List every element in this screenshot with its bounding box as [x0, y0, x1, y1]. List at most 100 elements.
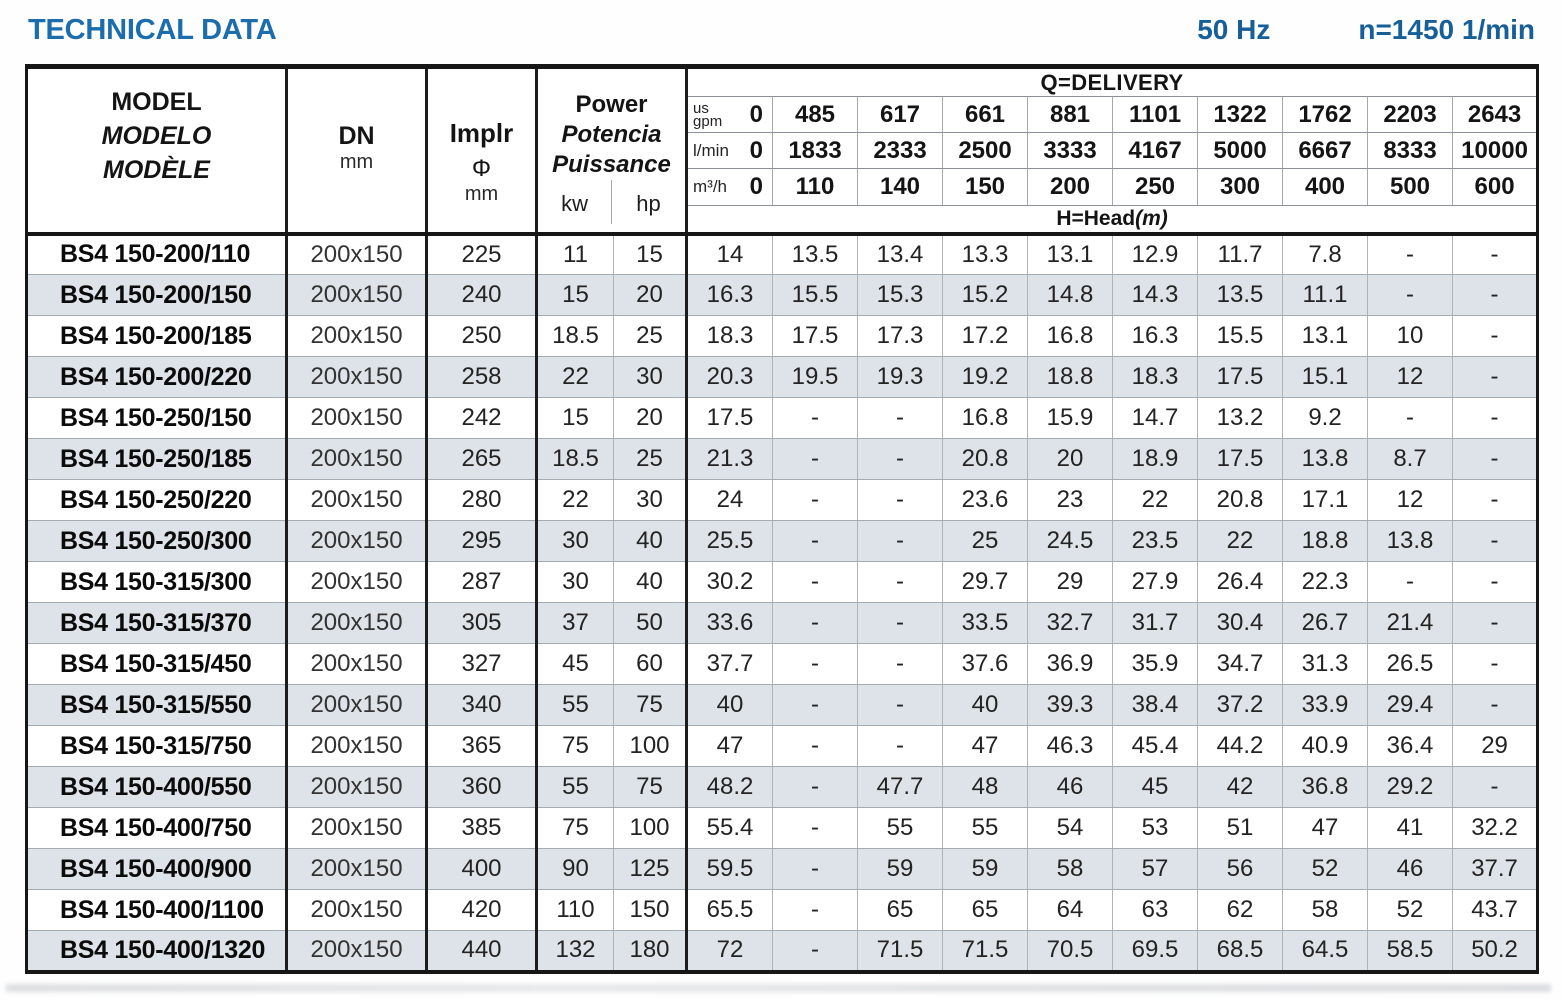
- head-value-cell: 40: [686, 684, 774, 726]
- head-value-cell: 15.1: [1282, 356, 1369, 398]
- head-value-cell: 30.4: [1197, 602, 1284, 644]
- head-value-cell: 14: [686, 233, 774, 275]
- power-header-en: Power: [575, 90, 648, 118]
- head-value-cell: 62: [1197, 889, 1284, 931]
- dn-header-unit: mm: [339, 150, 374, 173]
- head-value-cell: 27.9: [1112, 561, 1199, 603]
- usgpm-line2: gpm: [693, 112, 723, 130]
- dn-cell: 200x150: [286, 848, 428, 890]
- power-hp-cell: 150: [613, 889, 689, 931]
- speed-label: n=1450 1/min: [1358, 14, 1535, 45]
- head-value-cell: 13.4: [857, 233, 944, 275]
- impeller-cell: 242: [426, 397, 538, 439]
- head-value-cell: 17.5: [686, 397, 774, 439]
- head-value-cell: 36.9: [1027, 643, 1114, 685]
- power-hp-cell: 15: [613, 233, 689, 275]
- delivery-value-cell: 250: [1112, 168, 1199, 206]
- dn-cell: 200x150: [286, 766, 428, 808]
- table-row: BS4 150-200/185 200x150 250 18.5 25 18.3 17.5 1…: [26, 315, 1538, 357]
- head-value-cell: 52: [1367, 889, 1454, 931]
- head-value-cell: 58.5: [1367, 930, 1454, 972]
- head-value-cell: -: [772, 561, 859, 603]
- model-cell: BS4 150-400/750: [26, 807, 288, 849]
- head-value-cell: 39.3: [1027, 684, 1114, 726]
- power-header-es: Potencia: [561, 120, 662, 148]
- model-cell: BS4 150-315/550: [26, 684, 288, 726]
- head-value-cell: 59.5: [686, 848, 774, 890]
- head-value-cell: 32.2: [1452, 807, 1538, 849]
- head-value-cell: -: [1367, 233, 1454, 275]
- model-cell: BS4 150-315/450: [26, 643, 288, 685]
- impeller-cell: 305: [426, 602, 538, 644]
- delivery-value-cell: 2643: [1452, 96, 1538, 133]
- technical-data-table: MODEL MODELO MODÈLE DN mm Implr Φ mm: [25, 64, 1540, 974]
- dn-cell: 200x150: [286, 356, 428, 398]
- head-value-cell: 56: [1197, 848, 1284, 890]
- head-value-cell: -: [772, 766, 859, 808]
- head-value-cell: -: [857, 561, 944, 603]
- head-label: H=Head: [1056, 206, 1136, 230]
- delivery-value-cell: 600: [1452, 168, 1538, 206]
- head-value-cell: 72: [686, 930, 774, 972]
- table-row: BS4 150-400/550 200x150 360 55 75 48.2-47.7 48…: [26, 766, 1538, 808]
- head-value-cell: 23: [1027, 479, 1114, 521]
- head-value-cell: 50.2: [1471, 936, 1518, 964]
- power-kw-cell: 18.5: [536, 438, 614, 480]
- delivery-unit-m3h: m³/h 0: [686, 168, 774, 206]
- model-cell: BS4 150-250/300: [26, 520, 288, 562]
- head-value-cell: 33.6: [686, 602, 774, 644]
- head-value-cell: 37.6: [942, 643, 1029, 685]
- head-value-cell: 13.5: [1197, 274, 1284, 316]
- head-value-cell: 42: [1197, 766, 1284, 808]
- power-hp-cell: 40: [613, 520, 689, 562]
- head-value-cell: 36.8: [1282, 766, 1369, 808]
- head-value-cell: 65: [942, 889, 1029, 931]
- power-hp-cell: 75: [613, 684, 689, 726]
- head-value-cell: 19.3: [857, 356, 944, 398]
- head-value-cell: 14.7: [1112, 397, 1199, 439]
- head-value-cell: 15.9: [1027, 397, 1114, 439]
- head-value-cell: 17.5: [772, 315, 859, 357]
- head-value-cell: 30.2: [686, 561, 774, 603]
- impeller-cell: 385: [426, 807, 538, 849]
- head-value-cell: 10: [1367, 315, 1454, 357]
- model-cell: BS4 150-250/150: [26, 397, 288, 439]
- head-value-cell: 16.3: [686, 274, 774, 316]
- power-hp-cell: 125: [613, 848, 689, 890]
- head-value-cell: -: [1452, 684, 1538, 726]
- head-value-cell: 25: [942, 520, 1029, 562]
- head-value-cell: 41: [1367, 807, 1454, 849]
- table-header: MODEL MODELO MODÈLE DN mm Implr Φ mm: [26, 66, 1538, 234]
- head-value-cell: 59: [942, 848, 1029, 890]
- m3h-label: m³/h: [693, 177, 728, 196]
- delivery-value-cell: 4167: [1112, 132, 1199, 169]
- head-value-cell: 33.9: [1282, 684, 1369, 726]
- head-value-cell: 13.1: [1282, 315, 1369, 357]
- power-hp-cell: 30: [613, 479, 689, 521]
- m3h-zero-value: 0: [749, 173, 764, 200]
- model-cell: BS4 150-250/220: [26, 479, 288, 521]
- power-unit-kw: kw: [561, 190, 588, 216]
- head-value-cell: 29.2: [1367, 766, 1454, 808]
- head-value-cell: 18.3: [686, 315, 774, 357]
- model-cell: BS4 150-400/1320: [26, 930, 288, 972]
- head-value-cell: 17.5: [1197, 356, 1284, 398]
- head-value-cell: -: [772, 520, 859, 562]
- delivery-value-cell: 6667: [1282, 132, 1369, 169]
- delivery-unit-usgpm: us gpm 0: [686, 96, 774, 133]
- impeller-cell: 225: [426, 233, 538, 275]
- usgpm-zero-value: 0: [749, 100, 764, 128]
- delivery-value-cell: 10000: [1452, 132, 1538, 169]
- delivery-value-cell: 140: [857, 168, 944, 206]
- power-hp-cell: 20: [613, 397, 689, 439]
- head-value-cell: 11.1: [1282, 274, 1369, 316]
- power-kw-cell: 30: [536, 520, 614, 562]
- head-value-cell: -: [1452, 233, 1538, 275]
- dn-cell: 200x150: [286, 684, 428, 726]
- table-row: BS4 150-250/300 200x150 295 30 40 25.5- -25 24.…: [26, 520, 1538, 562]
- head-value-cell: 33.5: [942, 602, 1029, 644]
- head-value-cell: 16.3: [1112, 315, 1199, 357]
- table-row: BS4 150-400/900 200x150 400 90 125 59.5-59 59 5…: [26, 848, 1538, 890]
- impeller-cell: 265: [426, 438, 538, 480]
- dn-cell: 200x150: [286, 643, 428, 685]
